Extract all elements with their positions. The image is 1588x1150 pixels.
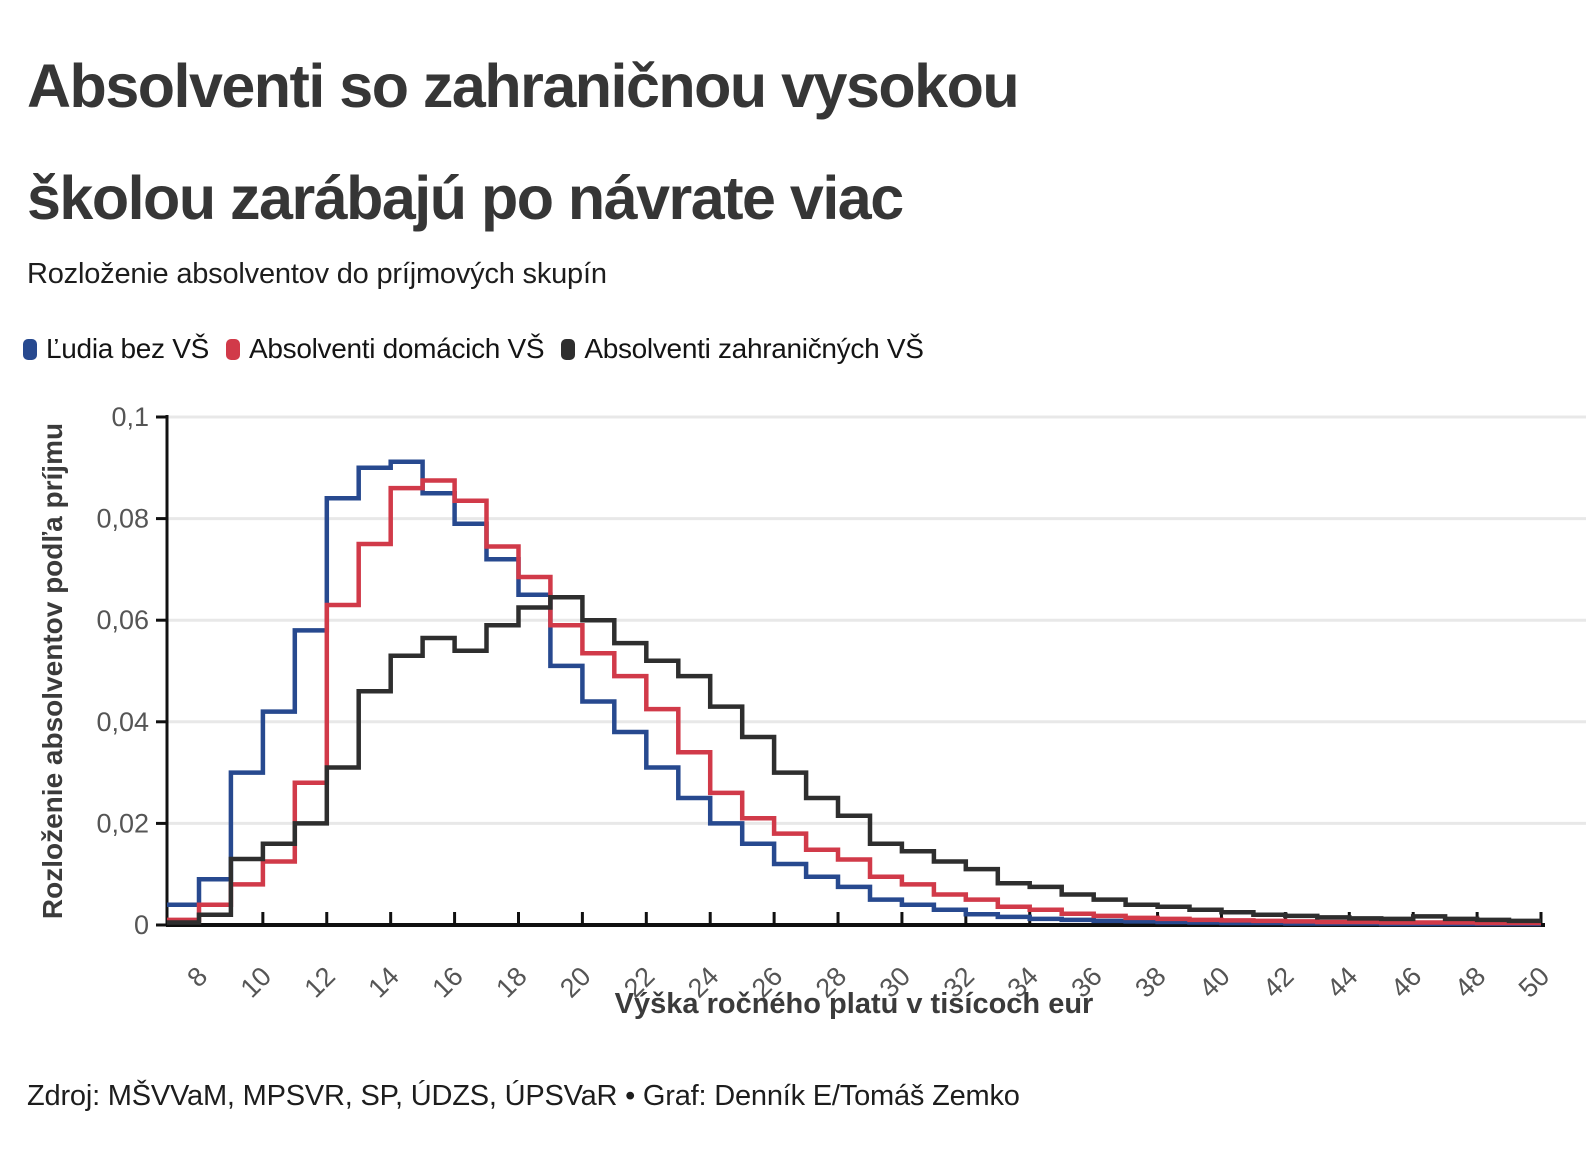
legend-swatch-red-icon [225, 338, 240, 360]
x-tick-label: 40 [1193, 961, 1235, 1003]
legend-label: Absolventi domácich VŠ [248, 333, 545, 364]
x-tick-label: 12 [299, 961, 341, 1003]
chart-subtitle: Rozloženie absolventov do príjmových sku… [27, 258, 607, 290]
page-title-line1: Absolventi so zahraničnou vysokou [27, 52, 1020, 120]
y-tick-label: 0,1 [111, 402, 149, 432]
x-axis-title: Výška ročného platu v tisícoch eur [615, 988, 1094, 1020]
x-tick-label: 48 [1449, 961, 1491, 1003]
source-note: Zdroj: MŠVVaM, MPSVR, SP, ÚDZS, ÚPSVaR •… [27, 1080, 1020, 1112]
x-tick-label: 10 [235, 961, 277, 1003]
y-tick-label: 0,04 [96, 707, 149, 737]
x-tick-label: 16 [426, 961, 468, 1003]
step-line-chart: 00,020,040,060,080,18 10 12 14 16 18 20 22 24 26 2… [37, 402, 1586, 1020]
legend-item-domacich-vs: Absolventi domácich VŠ [225, 333, 545, 365]
legend-swatch-black-icon [561, 338, 576, 360]
x-tick-label: 42 [1257, 961, 1299, 1003]
y-tick-label: 0 [134, 910, 149, 940]
y-axis-title: Rozloženie absolventov podľa príjmu [37, 423, 68, 919]
page-title: Absolventi so zahraničnou vysokou školou… [27, 30, 1567, 254]
x-tick-label: 44 [1321, 961, 1363, 1003]
legend-item-zahranicnych-vs: Absolventi zahraničných VŠ [561, 333, 924, 365]
x-tick-label: 20 [554, 961, 596, 1003]
legend-item-bez-vs: Ľudia bez VŠ [23, 333, 209, 365]
x-tick-label: 18 [490, 961, 532, 1003]
y-tick-label: 0,02 [96, 808, 149, 838]
x-tick-label: 46 [1385, 961, 1427, 1003]
legend-swatch-blue-icon [23, 338, 37, 360]
y-tick-label: 0,06 [96, 605, 149, 635]
x-tick-label: 8 [181, 961, 213, 993]
series-absolventi-dom-cich-v- [167, 478, 1541, 926]
legend: Ľudia bez VŠ Absolventi domácich VŠ Abso… [23, 333, 924, 365]
page-title-line2: školou zarábajú po návrate viac [27, 164, 904, 232]
legend-label: Absolventi zahraničných VŠ [584, 333, 924, 364]
chart: 0 0,02 0,04 0,06 0,08 0,1 8 10 12 14 16 18 20 22 24 26 2… [0, 380, 1588, 1040]
y-tick-label: 0,08 [96, 504, 149, 534]
x-tick-label: 14 [362, 961, 404, 1003]
legend-label: Ľudia bez VŠ [46, 333, 209, 364]
series-absolventi-zahrani-n-ch-v- [167, 595, 1541, 925]
x-tick-label: 38 [1129, 961, 1171, 1003]
x-tick-label: 50 [1513, 961, 1555, 1003]
